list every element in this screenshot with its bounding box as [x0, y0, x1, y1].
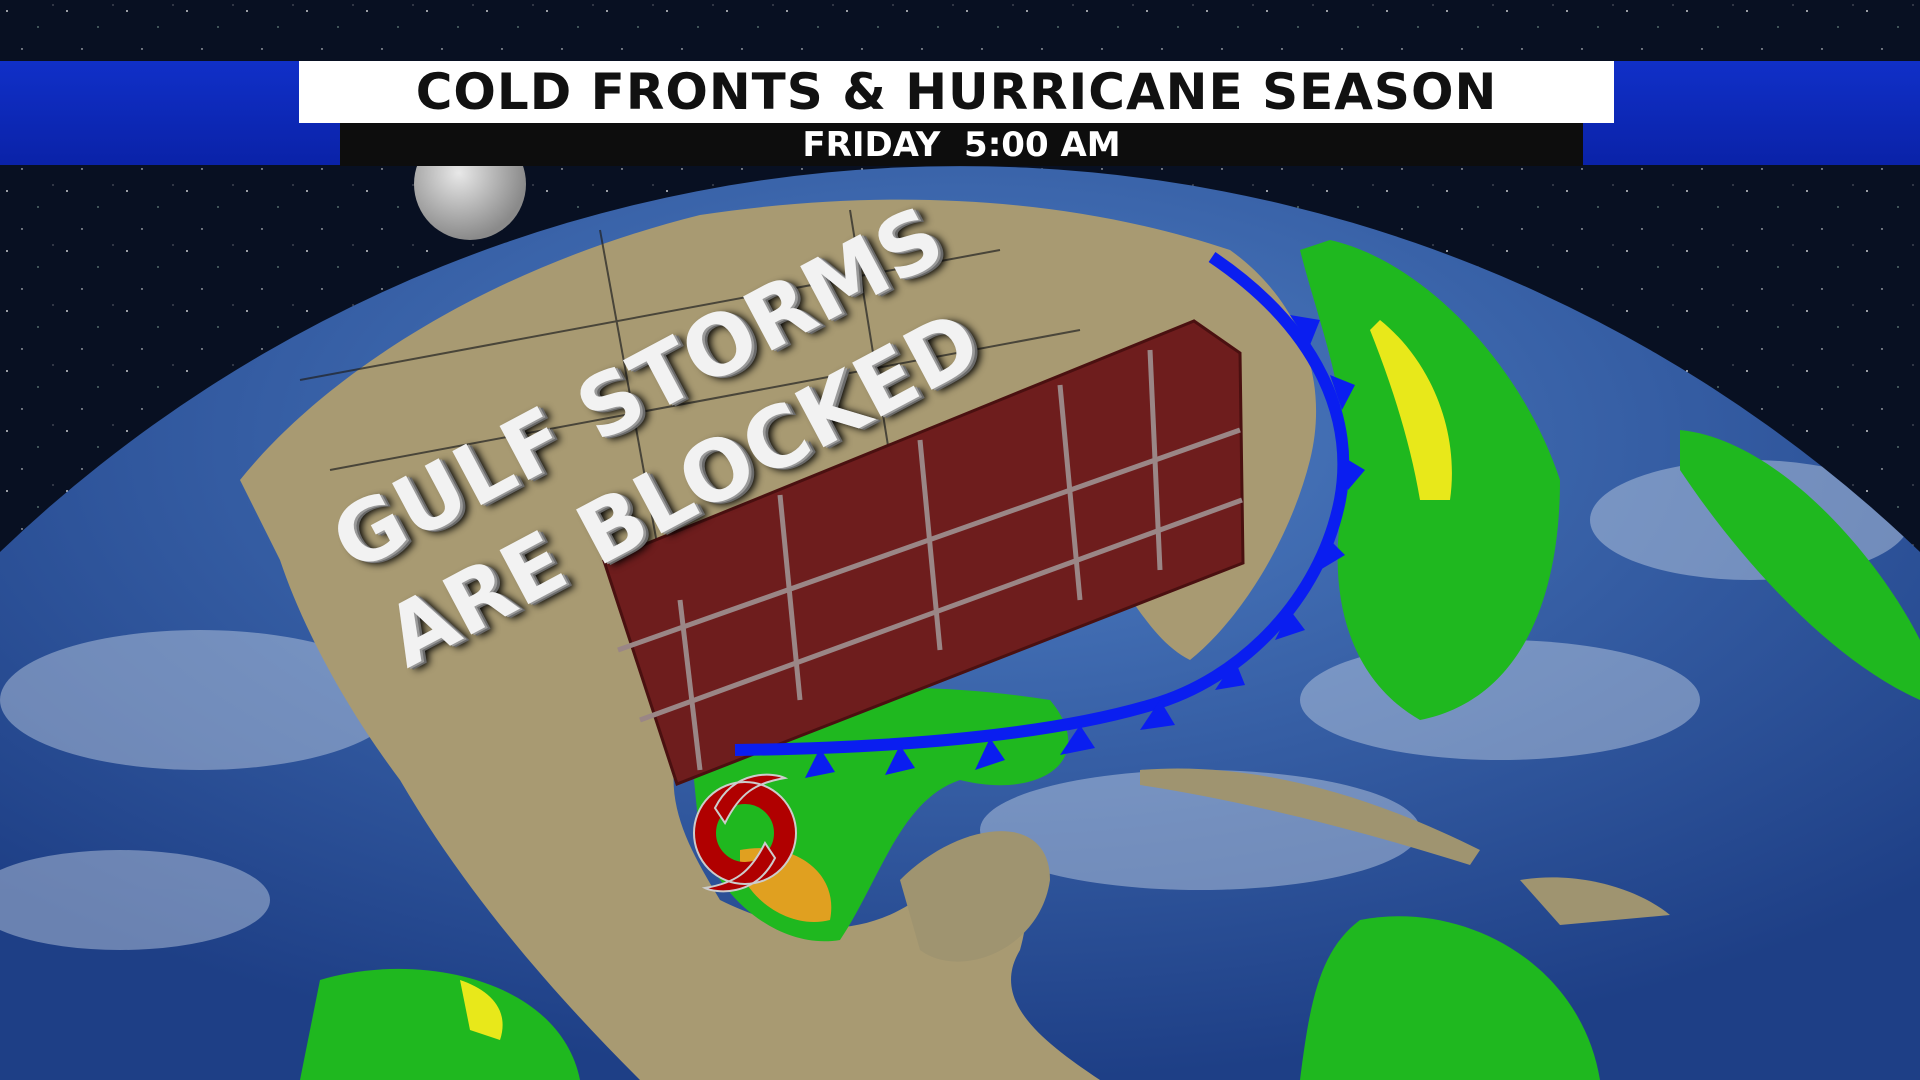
- cold-front: [734, 252, 1365, 778]
- yucatan-land: [900, 831, 1050, 962]
- clouds: [0, 460, 1910, 950]
- page-title: COLD FRONTS & HURRICANE SEASON: [415, 63, 1498, 121]
- tropical-storm-icon: [693, 773, 797, 893]
- forecast-time: FRIDAY 5:00 AM: [802, 124, 1121, 165]
- cuba-land: [1140, 768, 1480, 865]
- subtitle-box: FRIDAY 5:00 AM: [340, 123, 1583, 166]
- title-box: COLD FRONTS & HURRICANE SEASON: [299, 61, 1614, 123]
- hispaniola-land: [1520, 877, 1670, 925]
- radar-precipitation: [300, 240, 1920, 1080]
- brick-wall: [602, 319, 1245, 786]
